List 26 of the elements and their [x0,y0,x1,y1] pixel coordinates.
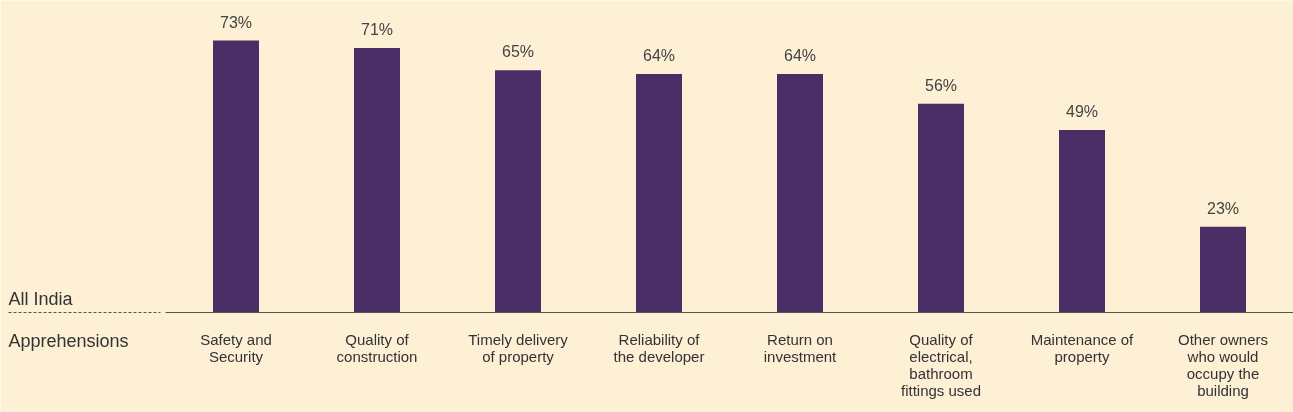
x-tick-label: Other owners who would occupy the building [1177,330,1269,399]
bar [1200,226,1246,313]
bar [918,103,964,313]
bar [495,70,541,313]
data-label: 23% [1206,199,1240,217]
data-label: 56% [924,76,958,94]
x-tick-label: Reliability of the developer [613,330,705,365]
x-tick-label: Quality of construction [336,330,418,365]
text: All India [8,288,74,309]
data-label: 64% [642,47,676,65]
bar [213,40,259,313]
x-tick-label: Timely delivery of property [468,330,569,365]
x-axis-title: Apprehensions [8,330,129,351]
bar [354,47,400,313]
data-label: 73% [219,13,253,31]
data-label: 65% [501,43,535,61]
bar [1059,129,1105,313]
x-tick-label: Quality of electrical, bathroom fittings used [900,330,982,399]
x-tick-label: Maintenance of property [1030,330,1135,365]
data-label: 64% [783,47,817,65]
x-tick-label: Safety and Security [200,330,272,365]
data-label: 71% [360,20,394,38]
x-tick-label: Return on investment [763,330,838,365]
bar [636,74,682,313]
bar [777,74,823,313]
data-label: 49% [1065,102,1099,120]
